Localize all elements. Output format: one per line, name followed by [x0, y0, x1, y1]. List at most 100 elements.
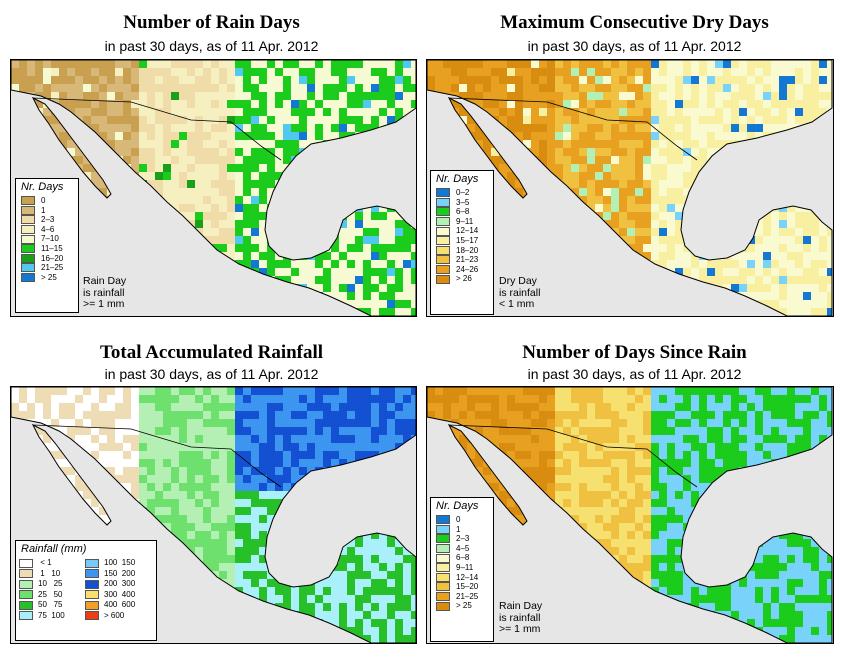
- legend-entry: 15–17: [431, 236, 493, 246]
- coastline: [447, 96, 528, 199]
- legend-swatch: [85, 569, 99, 579]
- country-border: [32, 424, 282, 488]
- legend-swatch: [436, 534, 450, 544]
- legend-label: 300 400: [104, 589, 136, 599]
- legend-entry: 200 300: [85, 579, 151, 590]
- legend-entry: 21–25: [16, 263, 78, 273]
- legend-swatch: [436, 582, 450, 592]
- legend-label: 9–11: [456, 562, 474, 572]
- legend-swatch: [436, 544, 450, 554]
- map-canvas: [11, 60, 416, 316]
- legend-label: 1 10: [38, 568, 61, 578]
- legend-title: Nr. Days: [436, 173, 479, 185]
- map-legend: Nr. Days 0–2 3–5 6–8 9–11 12–14 15–17 18–20 21–…: [430, 170, 494, 315]
- legend-entry: 1 10: [19, 569, 85, 580]
- panel-max-dry-days: Maximum Consecutive Dry Days in past 30 …: [423, 0, 846, 325]
- legend-entry: 3–5: [431, 198, 493, 208]
- legend-label: < 1: [38, 558, 52, 568]
- legend-swatch: [436, 188, 450, 198]
- legend-label: 150 200: [104, 568, 136, 578]
- note-line: < 1 mm: [499, 298, 535, 310]
- map-legend: Nr. Days 0 1 2–3 4–6 7–10 11–15 16–20 21–25 > 25: [15, 178, 79, 313]
- legend-entry: 9–11: [431, 217, 493, 227]
- legend-swatch: [436, 236, 450, 246]
- coastline: [31, 96, 112, 199]
- panel-days-since-rain: Number of Days Since Rain in past 30 day…: [423, 330, 846, 658]
- legend-label: 12–14: [456, 572, 479, 582]
- map-max-dry-days: Nr. Days 0–2 3–5 6–8 9–11 12–14 15–17 18–20 21–…: [426, 59, 834, 317]
- legend-swatch: [85, 579, 99, 589]
- panel-rain-days: Number of Rain Days in past 30 days, as …: [0, 0, 423, 325]
- legend-label: 6–8: [456, 207, 470, 217]
- legend-swatch: [19, 590, 33, 600]
- legend-label: 12–14: [456, 226, 479, 236]
- legend-label: 3–5: [456, 197, 470, 207]
- country-border: [448, 424, 698, 488]
- legend-entry: 12–14: [431, 226, 493, 236]
- legend-swatch: [21, 263, 35, 273]
- panel-subtitle: in past 30 days, as of 11 Apr. 2012: [527, 38, 742, 54]
- legend-rows: 0 1 2–3 4–6 7–10 11–15 16–20 21–25 > 25: [16, 196, 78, 283]
- country-border: [32, 97, 282, 161]
- legend-label: 1: [41, 205, 46, 215]
- legend-entry: 1: [431, 525, 493, 535]
- legend-label: 0: [456, 515, 461, 524]
- legend-entry: 16–20: [16, 254, 78, 264]
- legend-label: 2–3: [41, 215, 55, 225]
- legend-entry: 21–23: [431, 255, 493, 265]
- legend-label: 6–8: [456, 553, 470, 563]
- legend-label: 21–25: [456, 591, 479, 601]
- legend-label: 4–5: [456, 543, 470, 553]
- legend-entry: 0–2: [431, 188, 493, 198]
- legend-swatch: [21, 196, 35, 206]
- map-note: Rain Day is rainfall >= 1 mm: [83, 275, 127, 311]
- panel-title: Total Accumulated Rainfall: [99, 342, 324, 363]
- legend-swatch: [436, 563, 450, 573]
- legend-swatch: [436, 553, 450, 563]
- legend-swatch: [21, 273, 35, 283]
- legend-swatch: [436, 245, 450, 255]
- legend-label: 10 25: [38, 579, 63, 589]
- legend-rows: 0–2 3–5 6–8 9–11 12–14 15–17 18–20 21–23 24–26 > …: [431, 188, 493, 284]
- map-legend: Rainfall (mm) < 1 100 150 1 10 150 200 10 2…: [15, 540, 157, 641]
- coastline: [427, 60, 833, 316]
- panel-title: Maximum Consecutive Dry Days: [500, 12, 769, 33]
- legend-entry: > 25: [431, 601, 493, 611]
- legend-label: 7–10: [41, 234, 59, 244]
- note-line: Rain Day: [83, 275, 127, 287]
- legend-swatch: [436, 217, 450, 227]
- legend-title: Nr. Days: [436, 500, 479, 512]
- legend-swatch: [21, 253, 35, 263]
- legend-entry: 9–11: [431, 563, 493, 573]
- panel-total-rainfall: Total Accumulated Rainfall in past 30 da…: [0, 330, 423, 658]
- note-line: is rainfall: [83, 286, 125, 299]
- coastline: [427, 387, 833, 643]
- legend-entry: 25 50: [19, 590, 85, 601]
- legend-label: > 25: [41, 272, 57, 282]
- legend-entry: 4–5: [431, 544, 493, 554]
- legend-label: 18–20: [456, 245, 479, 255]
- legend-label: 15–20: [456, 582, 479, 592]
- note-line: Dry Day: [499, 275, 537, 287]
- legend-entry: 6–8: [431, 207, 493, 217]
- legend-entry: 21–25: [431, 592, 493, 602]
- panel-subtitle: in past 30 days, as of 11 Apr. 2012: [104, 366, 319, 382]
- legend-swatch: [19, 558, 33, 568]
- note-line: is rainfall: [499, 286, 541, 299]
- legend-swatch: [436, 601, 450, 611]
- map-canvas: [427, 387, 833, 643]
- note-line: Rain Day: [499, 600, 543, 612]
- legend-label: 75 100: [38, 610, 65, 620]
- map-note: Dry Day is rainfall < 1 mm: [499, 275, 541, 311]
- legend-swatch: [436, 515, 450, 525]
- legend-entry: 6–8: [431, 553, 493, 563]
- legend-swatch: [436, 592, 450, 602]
- legend-label: > 600: [104, 610, 125, 620]
- legend-swatch: [436, 207, 450, 217]
- legend-swatch: [19, 569, 33, 579]
- map-total-rainfall: Rainfall (mm) < 1 100 150 1 10 150 200 10 2…: [10, 386, 417, 644]
- legend-entry: > 26: [431, 274, 493, 284]
- legend-entry: 150 200: [85, 569, 151, 580]
- panel-subtitle: in past 30 days, as of 11 Apr. 2012: [104, 38, 319, 54]
- legend-label: 400 600: [104, 600, 136, 610]
